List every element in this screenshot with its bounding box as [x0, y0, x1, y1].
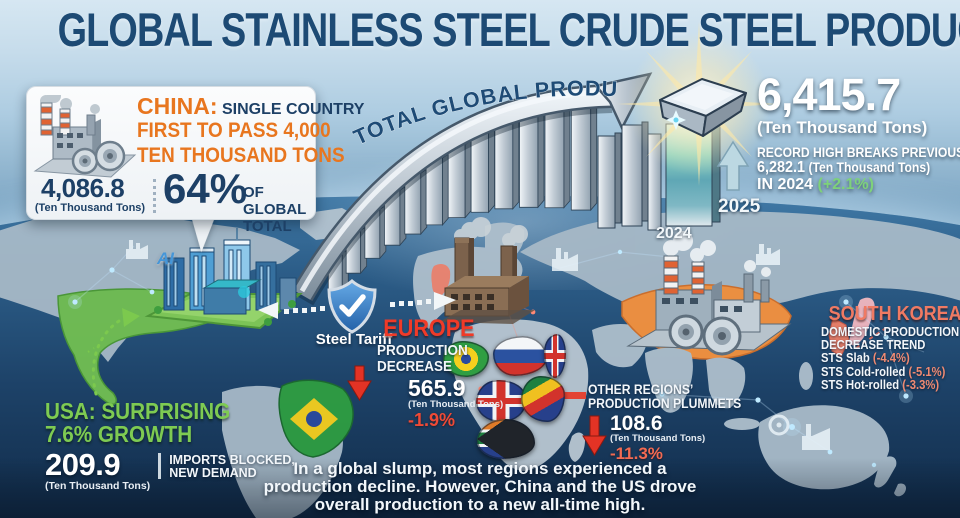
up-arrow-icon	[716, 140, 750, 191]
record-prev-unit: (Ten Thousand Tons)	[808, 160, 931, 175]
china-headline-line2: FIRST TO PASS 4,000	[137, 119, 331, 142]
tariff-dotted-arrow-right	[390, 292, 456, 310]
footer-summary: In a global slump, most regions experien…	[160, 460, 800, 514]
china-box-divider	[153, 179, 156, 213]
record-block: 6,415.7 (Ten Thousand Tons) RECORD HIGH …	[757, 69, 960, 194]
south-korea-line1: DOMESTIC PRODUCTION	[821, 325, 960, 339]
china-headline-line3: TEN THOUSAND TONS	[137, 144, 345, 167]
record-line3: IN 2024 (+2.1%)	[757, 176, 957, 193]
europe-delta: -1.9%	[408, 410, 456, 430]
tariff-dotted-arrow-left	[258, 302, 325, 319]
europe-factory-illustration	[439, 217, 535, 324]
page-title: GLOBAL STAINLESS STEEL CRUDE STEEL PRODU…	[57, 4, 960, 57]
africa-multiflag	[521, 376, 565, 422]
uk-flag-small	[544, 334, 566, 378]
usa-city-illustration	[144, 228, 303, 330]
year-label-2024: 2024	[656, 225, 692, 242]
usa-note1: IMPORTS BLOCKED,	[169, 453, 295, 467]
china-production-value: 4,086.8	[41, 173, 125, 203]
landmass-madagascar	[568, 432, 585, 462]
south-africa-flag	[477, 419, 535, 459]
usa-block: USA: SURPRISING 7.6% GROWTH 209.9 (Ten T…	[45, 398, 295, 493]
other-regions-down-arrow	[582, 415, 607, 456]
landmass-india	[645, 347, 693, 413]
usa-value: 209.9	[45, 447, 121, 482]
china-global-share: 64%	[163, 165, 248, 212]
other-arrow-spacer	[584, 414, 604, 464]
europe-down-arrow	[347, 365, 372, 401]
other-line1: OTHER REGIONS’	[588, 382, 694, 397]
russia-flag	[493, 336, 547, 376]
other-value: 108.6	[610, 412, 663, 435]
china-headline-rest: SINGLE COUNTRY	[221, 101, 365, 118]
usa-growth-dashed-arrow	[87, 308, 140, 396]
china-label: CHINA:	[137, 93, 218, 119]
landmass-indonesia-1	[724, 418, 760, 430]
steel-tariff-label: Steel Tariff	[315, 331, 393, 348]
steel-tariff-shield-icon	[327, 279, 377, 334]
record-delta: (+2.1%)	[817, 176, 874, 193]
china-production-unit: (Ten Thousand Tons)	[34, 202, 146, 214]
china-headline: CHINA: SINGLE COUNTRY	[137, 93, 364, 120]
record-line2: 6,282.1 (Ten Thousand Tons)	[757, 160, 937, 176]
uk-flag-large	[476, 380, 526, 422]
landmass-asia	[520, 211, 960, 309]
south-korea-line2: DECREASE TREND	[821, 338, 926, 352]
landmass-se-asia	[706, 357, 746, 409]
other-unit: (Ten Thousand Tons)	[610, 433, 706, 444]
usa-line1: USA: SURPRISING	[45, 398, 231, 424]
record-prev-value: 6,282.1	[757, 159, 806, 176]
china-factory-illustration	[626, 231, 792, 356]
ingot-sparkle	[666, 110, 686, 130]
usa-divider	[158, 453, 162, 479]
record-line1: RECORD HIGH BREAKS PREVIOUS	[757, 145, 960, 160]
brazil-flag	[443, 341, 489, 377]
steel-ingot-icon	[659, 78, 747, 137]
japan-highlight	[849, 297, 875, 346]
europe-arrow-spacer	[377, 378, 401, 431]
footer-line1: In a global slump, most regions experien…	[293, 459, 667, 478]
red-dashed-leader-korea	[855, 327, 887, 349]
record-unit: (Ten Thousand Tons)	[757, 118, 928, 137]
south-korea-item-cold-rolled: STS Cold-rolled (-5.1%)	[821, 364, 946, 379]
china-box-factory-icon	[33, 95, 137, 178]
china-global-share-label: OF GLOBAL TOTAL	[243, 184, 307, 235]
usa-city-ai-label: AI	[157, 249, 174, 268]
korea-highlight	[828, 317, 850, 357]
landmass-new-zealand	[874, 456, 907, 497]
europe-line2: DECREASE	[377, 357, 453, 375]
europe-name: EUROPE	[383, 315, 475, 342]
landmass-middle-east	[592, 324, 648, 368]
brazil-flag-globe	[306, 411, 322, 427]
europe-block: EUROPE PRODUCTION DECREASE 565.9 (Ten Th…	[377, 315, 503, 431]
south-korea-block: SOUTH KOREA DOMESTIC PRODUCTION DECREASE…	[821, 303, 960, 393]
other-regions-block: OTHER REGIONS’ PRODUCTION PLUMMETS 108.6…	[588, 383, 758, 464]
landmass-philippines	[799, 362, 813, 390]
footer-line3: overall production to a new all-time hig…	[314, 495, 646, 514]
europe-unit: (Ten Thousand Tons)	[408, 399, 504, 410]
usa-note2: NEW DEMAND	[169, 466, 257, 480]
south-korea-name: SOUTH KOREA	[828, 303, 960, 325]
china-callout-box: CHINA: SINGLE COUNTRY FIRST TO PASS 4,00…	[26, 86, 364, 235]
europe-value: 565.9	[408, 375, 466, 401]
arc-bar-series	[326, 102, 599, 292]
europe-line1: PRODUCTION	[377, 342, 468, 359]
usa-unit: (Ten Thousand Tons)	[45, 480, 151, 492]
record-value: 6,415.7	[757, 69, 901, 120]
south-korea-item-hot-rolled: STS Hot-rolled (-3.3%)	[821, 378, 940, 392]
usa-line2: 7.6% GROWTH	[45, 421, 193, 447]
record-year-text: IN 2024	[757, 176, 818, 193]
footer-line2: production decline. However, China and t…	[263, 477, 697, 496]
factory-silhouette-icons	[126, 240, 830, 450]
other-delta: -11.3%	[610, 444, 663, 463]
year-label-2025: 2025	[718, 196, 761, 217]
other-line2: PRODUCTION PLUMMETS	[588, 396, 742, 411]
south-korea-item-slab: STS Slab (-4.4%)	[821, 351, 910, 365]
